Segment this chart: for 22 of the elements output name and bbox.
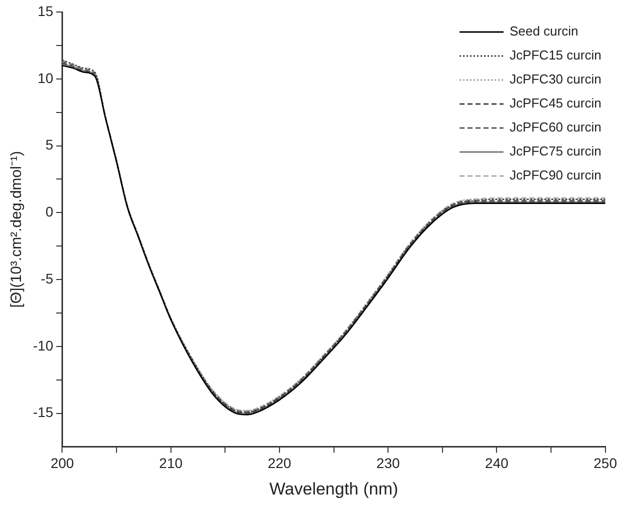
x-tick-label: 220 xyxy=(268,455,292,472)
x-axis-title: Wavelength (nm) xyxy=(269,479,398,498)
x-tick-label: 200 xyxy=(50,455,74,472)
y-tick-label: 5 xyxy=(45,136,54,153)
y-tick-label: -5 xyxy=(40,270,54,286)
x-tick-label: 250 xyxy=(594,455,618,472)
legend-label: JcPFC30 curcin xyxy=(510,72,602,87)
legend-label: JcPFC75 curcin xyxy=(510,144,602,159)
x-tick-label: 230 xyxy=(376,455,400,472)
legend-label: JcPFC15 curcin xyxy=(510,48,602,63)
legend-label: JcPFC90 curcin xyxy=(510,168,602,183)
x-tick-label: 210 xyxy=(159,455,183,472)
x-tick-label: 240 xyxy=(485,455,509,472)
y-tick-label: 15 xyxy=(38,2,54,19)
y-tick-label: -15 xyxy=(33,404,54,420)
legend-label: JcPFC60 curcin xyxy=(510,120,602,135)
legend-label: JcPFC45 curcin xyxy=(510,96,602,111)
legend-label: Seed curcin xyxy=(510,24,578,39)
y-axis-title: [Θ](10³.cm².deg.dmol⁻¹) xyxy=(8,151,26,308)
y-tick-label: -10 xyxy=(33,337,54,354)
y-tick-label: 0 xyxy=(45,204,54,220)
y-tick-label: 10 xyxy=(38,70,54,86)
